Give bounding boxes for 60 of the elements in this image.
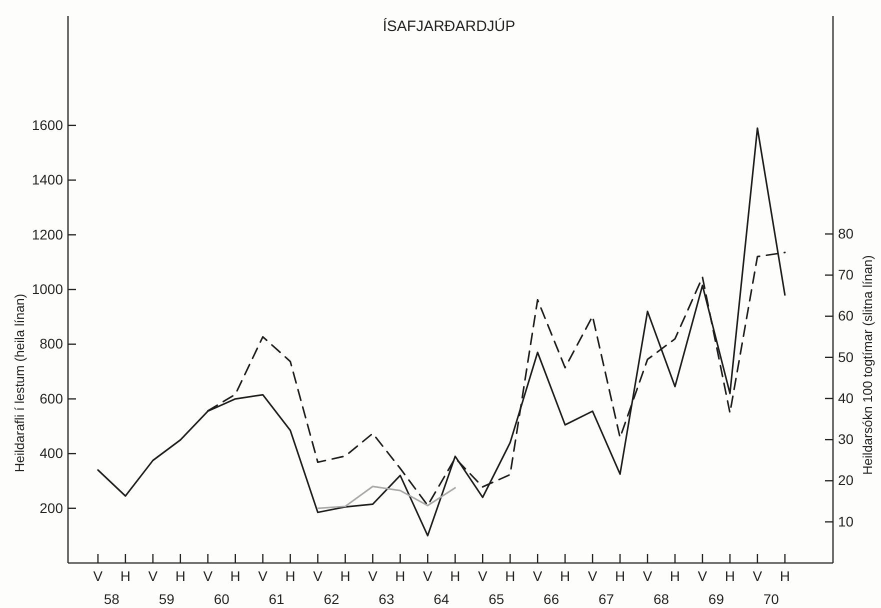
text: 68 xyxy=(653,591,670,607)
y-tick-label: 1400 xyxy=(32,172,64,188)
x-tick-label: V xyxy=(478,568,488,584)
text: 60 xyxy=(214,591,230,607)
x-tick-label: V xyxy=(588,568,598,584)
x-tick-label: H xyxy=(505,568,516,584)
y2-tick-label: 10 xyxy=(838,513,854,530)
x-tick-label: H xyxy=(724,568,736,584)
x-tick-label: H xyxy=(450,568,460,584)
y-tick-label: 1600 xyxy=(32,116,64,133)
x-tick-label: H xyxy=(285,568,296,584)
x-tick-label: H xyxy=(175,568,186,584)
y-tick-label: 200 xyxy=(40,500,64,516)
text: 69 xyxy=(708,591,724,607)
y-tick-label: 1200 xyxy=(32,226,64,242)
y2-tick-label: 20 xyxy=(838,472,854,488)
y2-tick-label: 60 xyxy=(838,308,854,324)
text: 61 xyxy=(268,591,285,607)
x-tick-label: H xyxy=(670,568,680,584)
y2-tick-label: 40 xyxy=(838,390,854,406)
x-tick-label: V xyxy=(423,568,434,584)
y2-tick-label: 30 xyxy=(838,431,854,448)
y2-tick-label: 50 xyxy=(838,348,854,365)
x-tick-label: V xyxy=(642,568,653,584)
text: 59 xyxy=(158,591,175,607)
x-tick-label: H xyxy=(780,568,790,584)
x-tick-label: V xyxy=(93,568,104,584)
x-tick-label: V xyxy=(368,568,378,584)
text: 62 xyxy=(324,591,340,607)
x-tick-label: H xyxy=(614,568,626,584)
x-tick-label: H xyxy=(395,568,406,584)
line-series xyxy=(316,486,456,510)
x-tick-label: V xyxy=(203,568,214,584)
y-tick-label: 1000 xyxy=(32,280,64,297)
x-tick-label: V xyxy=(148,568,158,584)
x-tick-label: V xyxy=(532,568,543,584)
x-tick-label: V xyxy=(752,568,763,584)
line-series xyxy=(97,127,786,536)
x-tick-label: H xyxy=(340,568,350,584)
x-tick-label: H xyxy=(560,568,570,584)
y-axis-title: Heildarafli í lestum (heila línan) xyxy=(12,294,27,472)
y2-axis-title: Heildarsókn 100 togtímar (slitna línan) xyxy=(860,255,875,475)
y2-tick-label: 70 xyxy=(838,266,854,283)
x-tick-label: V xyxy=(698,568,708,584)
x-tick-label: V xyxy=(258,568,268,584)
text: 58 xyxy=(104,591,120,607)
y-tick-label: 600 xyxy=(40,390,64,406)
x-tick-label: V xyxy=(313,568,324,584)
text: 65 xyxy=(488,591,504,607)
text: 66 xyxy=(544,591,560,607)
text: 64 xyxy=(434,591,450,607)
x-tick-label: H xyxy=(230,568,240,584)
chart-title: ÍSAFJARÐARDJÚP xyxy=(382,17,516,35)
text: 70 xyxy=(763,591,780,607)
text: 67 xyxy=(598,591,614,607)
y-tick-label: 800 xyxy=(40,336,64,352)
text: 63 xyxy=(378,591,394,607)
y-tick-label: 400 xyxy=(40,445,64,462)
y2-tick-label: 80 xyxy=(838,225,854,242)
x-tick-label: H xyxy=(120,568,130,584)
